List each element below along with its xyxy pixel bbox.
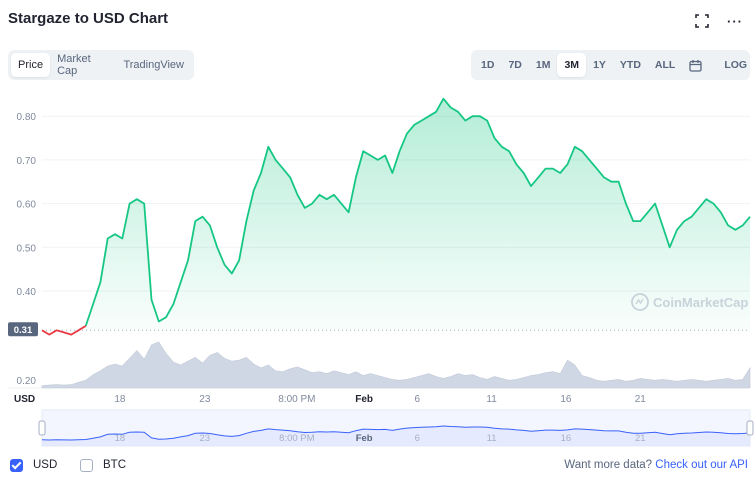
x-tick-label: 11 xyxy=(486,394,497,405)
y-tick-label: 0.70 xyxy=(17,156,37,167)
navigator-tick-label: 8:00 PM xyxy=(279,433,314,444)
footer: USD BTC Want more data? Check out our AP… xyxy=(0,458,756,474)
y-tick-label: 0.40 xyxy=(17,287,37,298)
navigator-handle[interactable] xyxy=(746,420,754,436)
y-axis-labels: 0.80 0.70 0.60 0.50 0.40 0.20 xyxy=(17,112,37,387)
price-chart[interactable]: 0.31 0.80 0.70 0.60 0.50 0.40 0.20 USD 18 23 8:0… xyxy=(0,90,756,460)
baseline-badge xyxy=(8,322,38,337)
range-ytd-button[interactable]: YTD xyxy=(619,59,641,71)
currency-axis-label: USD xyxy=(14,394,35,405)
navigator-handle[interactable] xyxy=(38,420,46,436)
api-promo: Want more data? Check out our API xyxy=(564,459,748,471)
fullscreen-icon-glyph xyxy=(695,14,709,28)
range-1m-button[interactable]: 1M xyxy=(535,59,551,71)
x-tick-label: 16 xyxy=(560,394,572,405)
price-line-down xyxy=(41,325,87,336)
x-tick-label: 23 xyxy=(199,394,211,405)
range-7d-button[interactable]: 7D xyxy=(508,59,522,71)
more-horizontal-icon[interactable]: ··· xyxy=(727,14,743,29)
y-tick-label: 0.80 xyxy=(17,112,37,123)
range-all-button[interactable]: ALL xyxy=(654,59,676,71)
navigator-tick-label: 6 xyxy=(415,433,420,444)
log-scale-button[interactable]: LOG xyxy=(724,59,748,71)
navigator-tick-label: Feb xyxy=(356,433,373,444)
time-range-group: 1D 7D 1M 3M 1Y YTD ALL LOG xyxy=(471,50,750,80)
x-tick-label: 18 xyxy=(114,394,126,405)
x-tick-label: 8:00 PM xyxy=(278,394,315,405)
btc-checkbox-label: BTC xyxy=(103,459,126,471)
usd-checkbox-label: USD xyxy=(33,459,58,471)
price-line-up xyxy=(84,97,751,327)
navigator-tick-label: 16 xyxy=(561,433,572,444)
btc-checkbox[interactable] xyxy=(80,459,93,472)
tab-market-cap[interactable]: Market Cap xyxy=(57,53,91,77)
watermark: CoinMarketCap xyxy=(631,293,748,311)
tab-tradingview[interactable]: TradingView xyxy=(123,59,184,71)
watermark-text: CoinMarketCap xyxy=(653,295,748,310)
tab-price[interactable]: Price xyxy=(11,53,51,77)
volume-bars xyxy=(41,341,751,389)
usd-checkbox[interactable] xyxy=(10,459,23,472)
calendar-icon-glyph xyxy=(689,59,702,72)
x-tick-label: 21 xyxy=(635,394,647,405)
navigator-tick-label: 23 xyxy=(200,433,211,444)
volume-tick-label: 0.20 xyxy=(17,376,37,387)
range-1d-button[interactable]: 1D xyxy=(481,59,495,71)
navigator-tick-label: 18 xyxy=(115,433,126,444)
x-axis-labels: USD 18 23 8:00 PM Feb 6 11 16 21 xyxy=(14,394,646,405)
navigator-fill xyxy=(42,426,750,446)
api-link[interactable]: Check out our API xyxy=(655,459,748,471)
y-tick-label: 0.50 xyxy=(17,243,37,254)
navigator-line xyxy=(41,425,751,441)
navigator-tick-label: 21 xyxy=(635,433,646,444)
baseline-label: 0.31 xyxy=(14,325,33,336)
api-promo-text: Want more data? xyxy=(564,459,653,471)
range-1y-button[interactable]: 1Y xyxy=(593,59,606,71)
x-tick-label: 6 xyxy=(414,394,420,405)
page-title: Stargaze to USD Chart xyxy=(8,10,169,27)
range-3m-button[interactable]: 3M xyxy=(557,53,587,77)
x-tick-label: Feb xyxy=(355,394,373,405)
calendar-icon[interactable] xyxy=(682,53,709,77)
price-area: 0.31 xyxy=(8,97,751,337)
view-tab-group: Price Market Cap TradingView xyxy=(8,50,194,80)
volume-area xyxy=(41,341,751,389)
y-tick-label: 0.60 xyxy=(17,200,37,211)
range-navigator[interactable]: 18 23 8:00 PM Feb 6 11 16 21 xyxy=(38,409,754,447)
price-fill xyxy=(42,98,750,335)
fullscreen-icon[interactable] xyxy=(693,14,711,30)
navigator-tick-label: 11 xyxy=(487,433,497,444)
